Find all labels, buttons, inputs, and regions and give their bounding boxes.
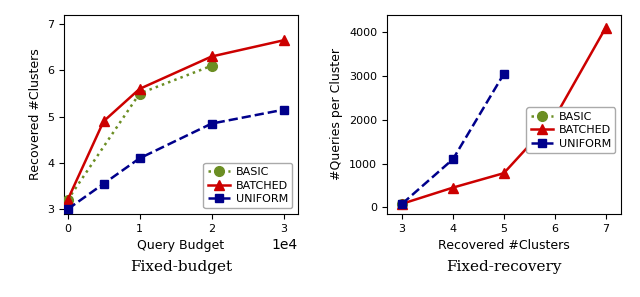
X-axis label: Query Budget: Query Budget: [138, 239, 225, 252]
Y-axis label: Recovered #Clusters: Recovered #Clusters: [29, 48, 42, 180]
Legend: BASIC, BATCHED, UNIFORM: BASIC, BATCHED, UNIFORM: [204, 163, 292, 208]
Text: Fixed-recovery: Fixed-recovery: [446, 260, 561, 274]
X-axis label: Recovered #Clusters: Recovered #Clusters: [438, 239, 570, 252]
Text: Fixed-budget: Fixed-budget: [130, 260, 232, 274]
Legend: BASIC, BATCHED, UNIFORM: BASIC, BATCHED, UNIFORM: [526, 108, 615, 153]
Y-axis label: #Queries per Cluster: #Queries per Cluster: [330, 48, 344, 180]
